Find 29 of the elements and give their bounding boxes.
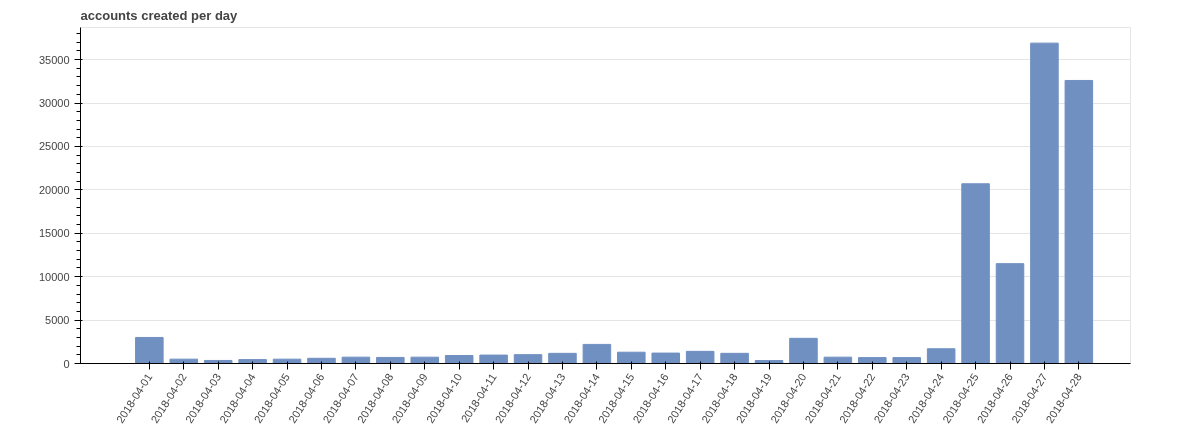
- chart-title: accounts created per day: [80, 7, 239, 23]
- bar: [651, 352, 681, 364]
- bar: [479, 354, 508, 364]
- bar: [513, 354, 543, 364]
- bar: [720, 352, 749, 364]
- bar: [926, 348, 956, 364]
- y-tick-label: 25000: [38, 140, 70, 153]
- bar: [548, 352, 577, 364]
- bar: [238, 359, 267, 364]
- bar: [617, 351, 646, 364]
- y-tick-label: 0: [63, 357, 70, 370]
- y-tick-label: 35000: [38, 53, 70, 66]
- bar: [582, 343, 612, 364]
- y-tick-label: 5000: [45, 314, 70, 327]
- bar: [1064, 79, 1094, 364]
- bar: [892, 357, 921, 364]
- bar: [135, 336, 164, 364]
- bar: [685, 350, 715, 364]
- y-tick-label: 15000: [38, 227, 70, 240]
- bar: [789, 337, 818, 364]
- y-tick-label: 20000: [38, 183, 70, 196]
- bar: [961, 183, 990, 364]
- y-tick-label: 10000: [38, 270, 70, 283]
- bar: [376, 356, 405, 364]
- bar: [1030, 42, 1059, 364]
- y-tick-label: 30000: [38, 97, 70, 110]
- bar: [444, 355, 474, 364]
- bar: [995, 263, 1025, 364]
- bar: [858, 357, 887, 364]
